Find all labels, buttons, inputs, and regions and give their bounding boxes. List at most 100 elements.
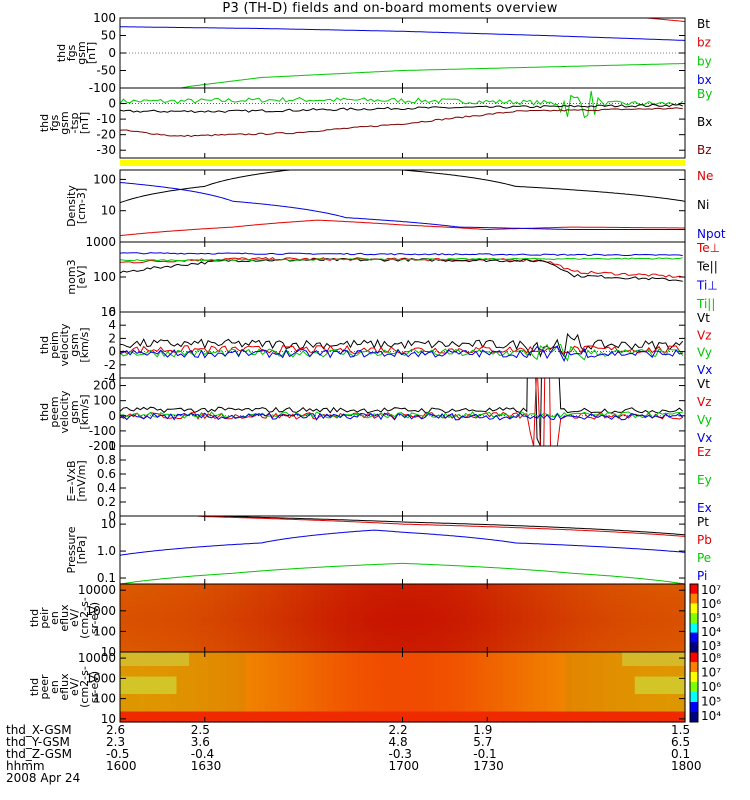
heatmap-cell [659, 604, 667, 609]
heatmap-cell [484, 587, 491, 592]
heatmap-cell [352, 680, 360, 685]
heatmap-cell [628, 621, 636, 626]
series-line-Bt [120, 0, 685, 8]
heatmap-cell [333, 697, 341, 702]
heatmap-cell [339, 690, 347, 695]
heatmap-cell [672, 641, 680, 646]
heatmap-cell [163, 584, 171, 588]
heatmap-cell [484, 673, 491, 678]
y-tick-label: 100 [93, 172, 116, 186]
heatmap-cell [233, 624, 240, 629]
heatmap-cell [672, 638, 680, 643]
heatmap-cell [377, 624, 385, 629]
heatmap-cell [496, 662, 504, 667]
heatmap-cell [207, 708, 215, 713]
heatmap-cell [584, 648, 592, 653]
heatmap-cell [396, 621, 404, 626]
heatmap-cell [446, 669, 454, 674]
heatmap-cell [415, 673, 422, 678]
heatmap-cell [634, 711, 642, 716]
heatmap-cell [264, 697, 272, 702]
heatmap-cell [440, 628, 448, 633]
heatmap-cell [565, 631, 573, 636]
heatmap-cell [433, 628, 441, 633]
heatmap-cell [163, 659, 171, 664]
heatmap-cell [163, 676, 171, 681]
heatmap-cell [528, 669, 535, 674]
heatmap-cell [622, 711, 630, 716]
heatmap-cell [352, 690, 360, 695]
heatmap-cell [609, 614, 617, 619]
heatmap-cell [245, 680, 253, 685]
heatmap-cell [433, 704, 441, 709]
heatmap-cell [214, 683, 222, 688]
heatmap-cell [270, 611, 278, 616]
heatmap-cell [672, 662, 680, 667]
heatmap-cell [163, 624, 171, 629]
heatmap-cell [251, 704, 259, 709]
heatmap-cell [641, 604, 648, 609]
heatmap-cell [477, 680, 485, 685]
heatmap-cell [672, 694, 680, 699]
heatmap-cell [220, 659, 228, 664]
heatmap-cell [653, 611, 661, 616]
heatmap-cell [182, 711, 190, 716]
heatmap-cell [182, 718, 190, 723]
heatmap-cell [302, 601, 309, 605]
heatmap-cell [666, 669, 674, 674]
heatmap-cell [270, 607, 278, 612]
heatmap-cell [471, 587, 479, 592]
heatmap-cell [433, 669, 441, 674]
heatmap-cell [258, 680, 265, 685]
heatmap-cell [465, 680, 473, 685]
heatmap-cell [120, 638, 127, 643]
legend-Vz: Vz [697, 328, 712, 342]
heatmap-cell [666, 697, 674, 702]
heatmap-cell [346, 718, 353, 723]
heatmap-cell [389, 669, 397, 674]
heatmap-cell [666, 601, 674, 605]
heatmap-cell [364, 645, 372, 650]
heatmap-cell [320, 697, 328, 702]
heatmap-cell [534, 690, 542, 695]
heatmap-cell [270, 624, 278, 629]
y-tick-label: 0.6 [97, 467, 116, 481]
heatmap-cell [220, 662, 228, 667]
heatmap-cell [239, 666, 247, 671]
heatmap-cell [546, 631, 554, 636]
heatmap-cell [126, 611, 134, 616]
heatmap-cell [615, 652, 623, 657]
heatmap-cell [553, 676, 561, 681]
heatmap-cell [509, 607, 517, 612]
heatmap-cell [672, 683, 680, 688]
heatmap-cell [226, 590, 234, 595]
heatmap-cell [471, 659, 479, 664]
heatmap-cell [320, 704, 328, 709]
series-line-Ti⊥ [120, 252, 683, 257]
heatmap-cell [402, 628, 410, 633]
heatmap-cell [446, 673, 454, 678]
heatmap-cell [226, 624, 234, 629]
heatmap-cell [408, 704, 416, 709]
heatmap-cell [666, 645, 674, 650]
heatmap-cell [358, 641, 366, 646]
heatmap-cell [396, 624, 404, 629]
heatmap-cell [678, 641, 686, 646]
heatmap-cell [678, 628, 686, 633]
heatmap-cell [528, 708, 535, 713]
heatmap-cell [459, 652, 466, 657]
heatmap-cell [383, 715, 391, 720]
heatmap-cell [415, 662, 422, 667]
heatmap-cell [308, 635, 316, 639]
heatmap-cell [320, 662, 328, 667]
heatmap-cell [276, 687, 284, 692]
heatmap-cell [289, 708, 297, 713]
heatmap-cell [352, 683, 360, 688]
heatmap-cell [308, 624, 316, 629]
heatmap-cell [408, 597, 416, 602]
heatmap-cell [433, 659, 441, 664]
heatmap-cell [176, 690, 184, 695]
heatmap-cell [226, 690, 234, 695]
heatmap-cell [534, 624, 542, 629]
heatmap-cell [647, 635, 655, 639]
